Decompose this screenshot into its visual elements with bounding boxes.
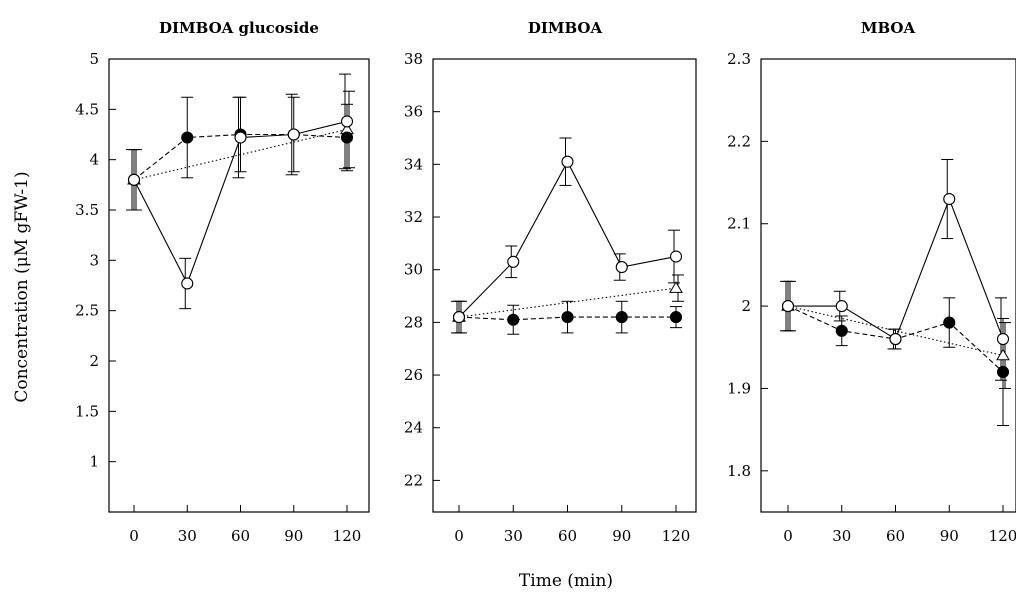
y-tick-label: 36	[404, 103, 423, 121]
data-point-open	[669, 250, 683, 263]
data-point-filled	[943, 316, 956, 329]
y-tick-label: 34	[404, 155, 423, 173]
data-point-filled	[996, 365, 1010, 379]
series-line-open-circle	[788, 197, 1004, 340]
data-point-open	[287, 128, 300, 141]
data-point-open	[507, 255, 520, 268]
chart-title: DIMBOA	[528, 19, 603, 37]
y-tick-label: 22	[404, 471, 423, 489]
x-tick-label: 90	[940, 527, 959, 545]
data-point-open	[943, 192, 956, 206]
y-tick-label: 1.5	[75, 402, 99, 420]
data-point-open	[781, 300, 795, 313]
data-point-filled	[181, 131, 194, 144]
y-tick-label: 26	[404, 366, 423, 384]
y-tick-label: 5	[89, 50, 99, 68]
y-tick-label: 3.5	[75, 201, 99, 219]
data-point-triangle	[996, 348, 1010, 361]
y-tick-label: 3	[89, 251, 99, 269]
x-tick-label: 120	[333, 527, 362, 545]
data-point-open	[340, 115, 354, 128]
data-point-open	[452, 311, 466, 324]
data-point-filled	[835, 324, 848, 337]
y-tick-label: 1.9	[727, 379, 751, 397]
x-tick-label: 60	[231, 527, 250, 545]
x-tick-label: 120	[662, 527, 691, 545]
y-tick-label: 38	[404, 50, 423, 68]
y-tick-label: 32	[404, 208, 423, 226]
series-line-open-triangle	[787, 305, 1004, 357]
data-point-filled	[669, 311, 683, 324]
data-point-open	[181, 277, 194, 290]
plot-frame	[760, 58, 1016, 513]
chart-panel-2: DIMBOA 22 24 26 28 30 32 34 36 38 0 30 60 90 120	[404, 19, 697, 545]
y-tick-label: 2.5	[75, 302, 99, 320]
x-tick-label: 60	[558, 527, 577, 545]
data-point-filled	[340, 131, 354, 144]
y-tick-label: 1	[89, 453, 99, 471]
y-tick-label: 4	[89, 151, 99, 169]
x-tick-label: 0	[454, 527, 464, 545]
y-tick-label: 2.2	[727, 132, 751, 150]
y-axis-label: Concentration (μM gFW-1)	[12, 171, 32, 402]
data-point-open	[234, 131, 247, 144]
data-layer	[451, 137, 684, 335]
y-tick-label: 24	[404, 419, 423, 437]
plot-frame	[108, 58, 370, 513]
data-point-open	[835, 300, 848, 313]
data-layer	[780, 158, 1011, 427]
x-tick-label: 90	[284, 527, 303, 545]
chart-panel-1: DIMBOA glucoside 1 1.5 2 2.5 3 3.5 4 4.5 5 0 30 60 90…	[75, 19, 370, 545]
x-tick-label: 0	[783, 527, 793, 545]
y-tick-label: 28	[404, 313, 423, 331]
data-point-open	[615, 261, 628, 274]
x-tick-label: 0	[129, 527, 139, 545]
data-point-filled	[615, 311, 628, 324]
x-tick-label: 30	[832, 527, 851, 545]
y-tick-label: 30	[404, 261, 423, 279]
x-tick-label: 60	[886, 527, 905, 545]
plot-frame	[432, 58, 697, 513]
chart-title: DIMBOA glucoside	[159, 19, 319, 37]
data-layer	[126, 73, 355, 310]
y-tick-label: 2.1	[727, 215, 751, 233]
y-tick-label: 1.8	[727, 462, 751, 480]
data-point-open	[996, 332, 1010, 346]
data-point-filled	[507, 313, 520, 326]
data-point-open	[127, 173, 141, 186]
y-tick-label: 2	[741, 297, 751, 315]
y-tick-label: 2	[89, 352, 99, 370]
chart-title: MBOA	[861, 19, 916, 37]
data-point-open	[889, 332, 902, 346]
x-tick-label: 90	[612, 527, 631, 545]
x-tick-label: 30	[178, 527, 197, 545]
chart-panel-3: MBOA 1.8 1.9 2 2.1 2.2 2.3 0 30 60 90 120	[727, 19, 1016, 545]
data-point-filled	[561, 311, 574, 324]
y-tick-label: 4.5	[75, 100, 99, 118]
data-point-triangle	[669, 281, 683, 293]
x-tick-label: 120	[989, 527, 1016, 545]
y-tick-label: 2.3	[727, 50, 751, 68]
x-tick-label: 30	[504, 527, 523, 545]
x-axis-label: Time (min)	[519, 571, 613, 591]
data-point-open	[561, 155, 574, 168]
